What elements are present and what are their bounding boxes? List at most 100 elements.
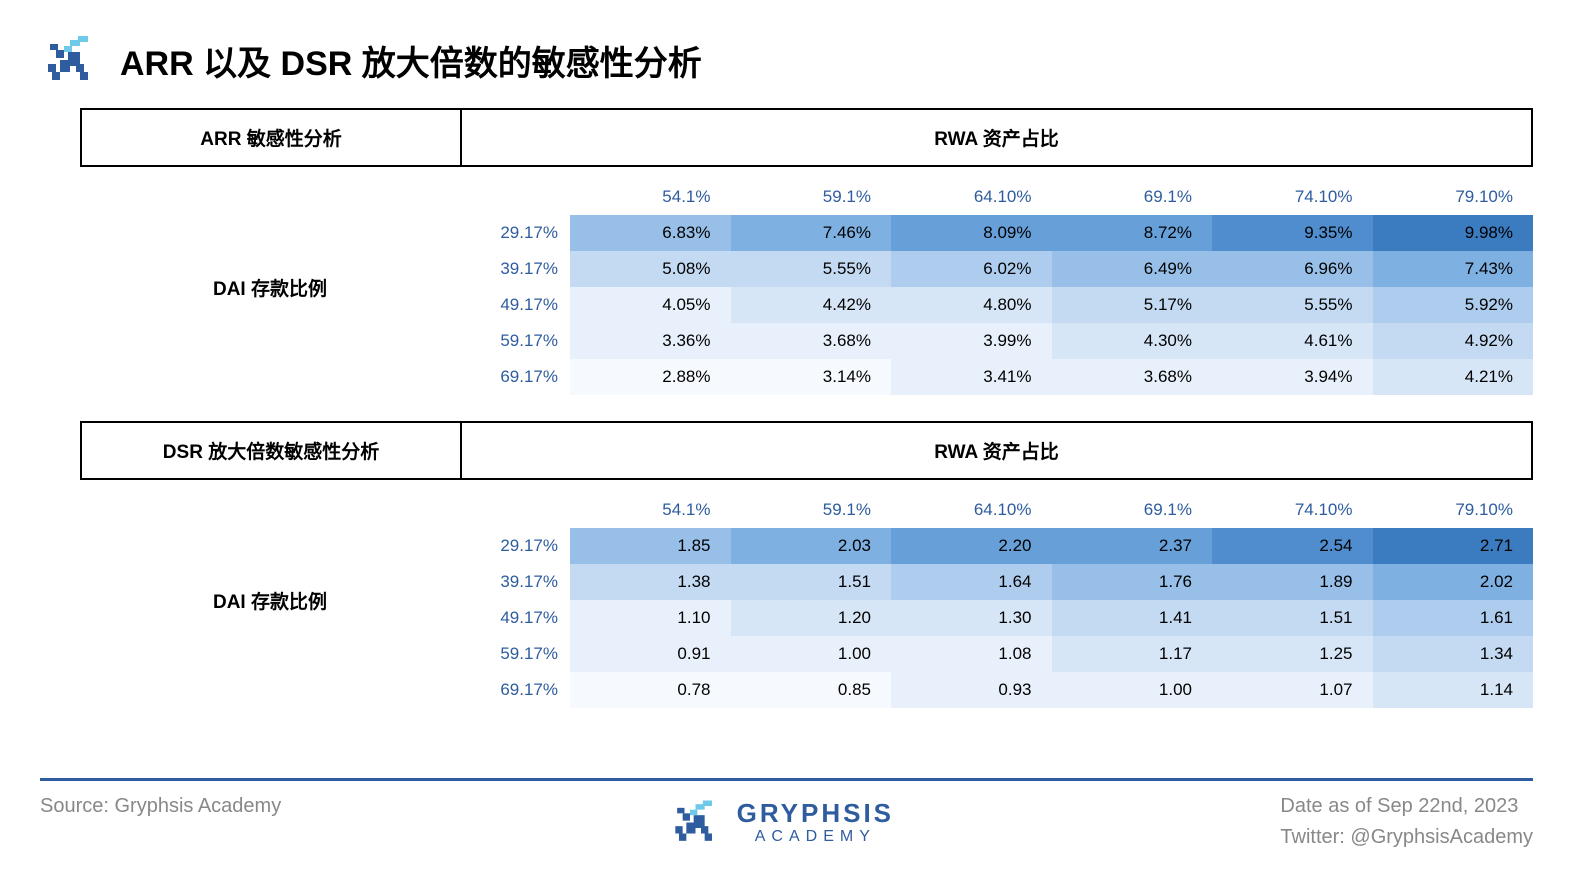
heatmap-cell: 5.55% — [1212, 287, 1373, 323]
row-label: 39.17% — [460, 564, 570, 600]
heatmap-cell: 0.91 — [570, 636, 731, 672]
footer-date: Date as of Sep 22nd, 2023 — [1280, 795, 1533, 818]
heatmap-cell: 1.00 — [1052, 672, 1213, 708]
column-header: 59.1% — [731, 179, 892, 215]
row-label: 69.17% — [460, 359, 570, 395]
page-title: ARR 以及 DSR 放大倍数的敏感性分析 — [120, 36, 702, 85]
heatmap-cell: 4.42% — [731, 287, 892, 323]
footer-source: Source: Gryphsis Academy — [40, 795, 281, 818]
heatmap-cell: 3.99% — [891, 323, 1052, 359]
heatmap-cell: 8.09% — [891, 215, 1052, 251]
heatmap-cell: 0.93 — [891, 672, 1052, 708]
column-header: 69.1% — [1052, 179, 1213, 215]
heatmap-cell: 4.61% — [1212, 323, 1373, 359]
column-header: 59.1% — [731, 492, 892, 528]
heatmap-cell: 2.71 — [1373, 528, 1534, 564]
heatmap-cell: 4.30% — [1052, 323, 1213, 359]
side-axis-label: DAI 存款比例 — [80, 179, 460, 395]
row-label: 69.17% — [460, 672, 570, 708]
heatmap-cell: 3.68% — [1052, 359, 1213, 395]
heatmap-cell: 1.00 — [731, 636, 892, 672]
heatmap-cell: 4.80% — [891, 287, 1052, 323]
column-header: 79.10% — [1373, 492, 1534, 528]
heatmap-cell: 5.08% — [570, 251, 731, 287]
heatmap-cell: 1.25 — [1212, 636, 1373, 672]
heatmap-cell: 1.10 — [570, 600, 731, 636]
brand-sub: ACADEMY — [737, 828, 894, 846]
column-header: 64.10% — [891, 492, 1052, 528]
footer-brand: GRYPHSIS ACADEMY — [668, 795, 894, 850]
column-header: 74.10% — [1212, 492, 1373, 528]
row-label: 59.17% — [460, 636, 570, 672]
heatmap-cell: 1.08 — [891, 636, 1052, 672]
heatmap-cell: 0.85 — [731, 672, 892, 708]
heatmap-cell: 9.98% — [1373, 215, 1534, 251]
column-header: 69.1% — [1052, 492, 1213, 528]
column-header: 74.10% — [1212, 179, 1373, 215]
heatmap-cell: 1.85 — [570, 528, 731, 564]
heatmap-cell: 2.20 — [891, 528, 1052, 564]
heatmap-cell: 2.88% — [570, 359, 731, 395]
heatmap-cell: 6.96% — [1212, 251, 1373, 287]
heatmap-cell: 3.14% — [731, 359, 892, 395]
heatmap-cell: 1.76 — [1052, 564, 1213, 600]
footer: Source: Gryphsis Academy GRYPHSIS ACADEM… — [40, 778, 1533, 850]
gryphsis-logo-icon — [40, 30, 100, 90]
table-title-right: RWA 资产占比 — [462, 110, 1531, 165]
heatmap-cell: 1.07 — [1212, 672, 1373, 708]
column-header: 64.10% — [891, 179, 1052, 215]
heatmap-cell: 3.41% — [891, 359, 1052, 395]
heatmap-cell: 1.34 — [1373, 636, 1534, 672]
heatmap-cell: 4.21% — [1373, 359, 1534, 395]
heatmap-cell: 1.17 — [1052, 636, 1213, 672]
heatmap-cell: 3.36% — [570, 323, 731, 359]
heatmap-cell: 1.41 — [1052, 600, 1213, 636]
heatmap-cell: 8.72% — [1052, 215, 1213, 251]
column-header: 54.1% — [570, 492, 731, 528]
heatmap-cell: 6.49% — [1052, 251, 1213, 287]
heatmap-cell: 5.55% — [731, 251, 892, 287]
heatmap-cell: 5.92% — [1373, 287, 1534, 323]
side-axis-label: DAI 存款比例 — [80, 492, 460, 708]
heatmap-cell: 5.17% — [1052, 287, 1213, 323]
row-label: 39.17% — [460, 251, 570, 287]
row-label: 29.17% — [460, 215, 570, 251]
footer-twitter: Twitter: @GryphsisAcademy — [1280, 826, 1533, 849]
heatmap-cell: 1.20 — [731, 600, 892, 636]
heatmap-cell: 0.78 — [570, 672, 731, 708]
heatmap-cell: 2.37 — [1052, 528, 1213, 564]
row-label: 49.17% — [460, 600, 570, 636]
heatmap-cell: 3.68% — [731, 323, 892, 359]
heatmap-cell: 4.05% — [570, 287, 731, 323]
table-title-right: RWA 资产占比 — [462, 423, 1531, 478]
row-label: 49.17% — [460, 287, 570, 323]
table-title-left: ARR 敏感性分析 — [82, 110, 462, 165]
heatmap-cell: 1.38 — [570, 564, 731, 600]
column-header: 54.1% — [570, 179, 731, 215]
gryphsis-logo-icon — [668, 795, 723, 850]
heatmap-cell: 3.94% — [1212, 359, 1373, 395]
row-label: 29.17% — [460, 528, 570, 564]
brand-name: GRYPHSIS — [737, 799, 894, 828]
heatmap-cell: 1.51 — [731, 564, 892, 600]
row-label: 59.17% — [460, 323, 570, 359]
heatmap-cell: 6.02% — [891, 251, 1052, 287]
heatmap-cell: 9.35% — [1212, 215, 1373, 251]
heatmap-cell: 7.43% — [1373, 251, 1534, 287]
heatmap-cell: 2.03 — [731, 528, 892, 564]
table-title-left: DSR 放大倍数敏感性分析 — [82, 423, 462, 478]
heatmap-cell: 7.46% — [731, 215, 892, 251]
heatmap-cell: 4.92% — [1373, 323, 1534, 359]
heatmap-cell: 2.54 — [1212, 528, 1373, 564]
heatmap-cell: 1.89 — [1212, 564, 1373, 600]
sensitivity-table: ARR 敏感性分析RWA 资产占比DAI 存款比例.29.17%39.17%49… — [80, 108, 1533, 395]
tables-container: ARR 敏感性分析RWA 资产占比DAI 存款比例.29.17%39.17%49… — [80, 108, 1533, 708]
heatmap-cell: 1.30 — [891, 600, 1052, 636]
sensitivity-table: DSR 放大倍数敏感性分析RWA 资产占比DAI 存款比例.29.17%39.1… — [80, 421, 1533, 708]
heatmap-cell: 2.02 — [1373, 564, 1534, 600]
title-row: ARR 以及 DSR 放大倍数的敏感性分析 — [40, 30, 1533, 90]
heatmap-cell: 1.61 — [1373, 600, 1534, 636]
column-header: 79.10% — [1373, 179, 1534, 215]
heatmap-cell: 1.51 — [1212, 600, 1373, 636]
heatmap-cell: 1.14 — [1373, 672, 1534, 708]
